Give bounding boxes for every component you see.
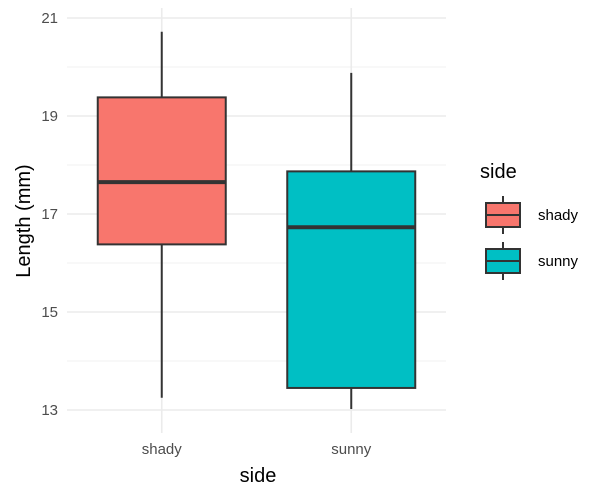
y-tick-label: 19 [41, 108, 58, 125]
x-axis-title: side [240, 465, 277, 487]
box-iqr [96, 96, 227, 246]
legend: side shady sunny [480, 161, 579, 280]
y-axis-title: Length (mm) [13, 164, 35, 277]
boxes [96, 31, 417, 410]
box-shady [96, 31, 227, 398]
x-tick-label: shady [142, 441, 183, 458]
legend-label: sunny [538, 253, 579, 270]
y-tick-label: 13 [41, 402, 58, 419]
x-tick-labels: shady sunny [142, 441, 372, 458]
legend-label: shady [538, 207, 579, 224]
x-tick-label: sunny [331, 441, 372, 458]
y-tick-label: 17 [41, 206, 58, 223]
y-tick-label: 15 [41, 304, 58, 321]
legend-entries: shady sunny [485, 196, 579, 280]
y-tick-labels: 13 15 17 19 21 [41, 10, 58, 419]
box-sunny [286, 72, 417, 410]
legend-entry-shady: shady [485, 196, 579, 234]
box-iqr [286, 170, 417, 389]
y-tick-label: 21 [41, 10, 58, 27]
legend-entry-sunny: sunny [485, 242, 579, 280]
legend-title: side [480, 161, 517, 183]
